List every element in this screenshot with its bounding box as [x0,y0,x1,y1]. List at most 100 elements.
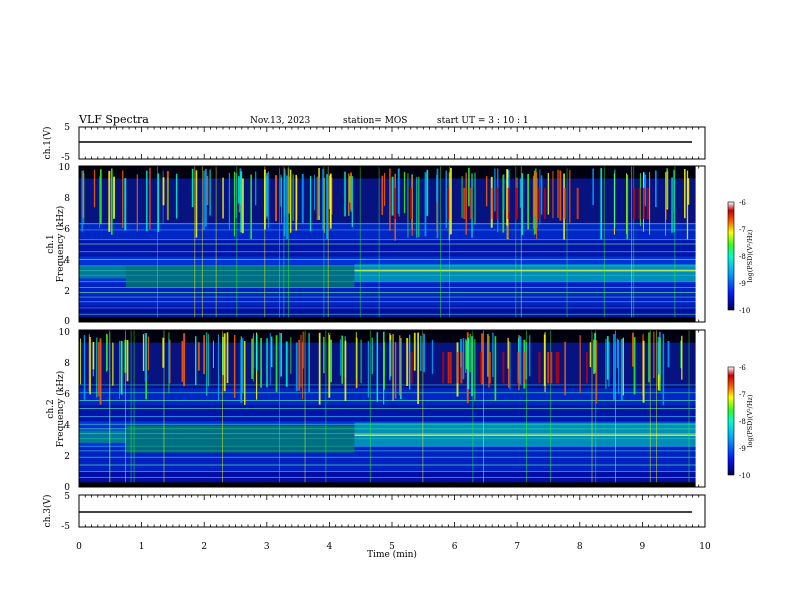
start-ut-label: start UT = 3 : 10 : 1 [437,116,529,126]
intense-spike [543,187,546,220]
ch2-cb-tick-8: -8 [739,418,746,426]
x-axis-label: Time (min) [367,549,417,560]
ch2-colorbar: -6 -7 -8 -9 -10 log(PSD)(V²/Hz) [727,364,754,480]
ch2-colorbar-scale [727,366,735,476]
x-tick-label-8: 8 [577,542,583,552]
intense-spike [394,187,397,220]
noise-band [79,283,705,307]
figure-title: VLF Spectra [78,113,149,126]
intense-spike [538,351,541,384]
noise-band [79,388,705,406]
hiss-band [125,265,355,288]
date-label: Nov.13, 2023 [250,116,311,126]
hiss-band [354,264,705,282]
ch2-cb-tick-9: -9 [739,445,746,453]
ch1-ytick-bottom: -5 [61,153,70,163]
x-tick-label-7: 7 [514,542,520,552]
intense-spike [507,187,510,220]
spectrogram-end-blank [695,166,705,322]
intense-spike [576,187,579,220]
intense-spike [463,187,466,220]
intense-spike [442,351,445,384]
ch2-spectrogram-image [79,330,705,487]
intense-spike [410,351,413,384]
x-tick-label-4: 4 [327,542,333,552]
ch2-cb-tick-6: -6 [739,364,746,372]
ch2-cb-tick-10: -10 [739,472,750,480]
ch2-ytick-4: 4 [64,421,70,431]
intense-spike [409,187,412,220]
ch2-spectrogram-ylabel: Frequency (kHz) [55,371,66,448]
x-tick-label-2: 2 [201,542,207,552]
hiss-band [125,425,355,453]
intense-spike [563,187,566,220]
ch1-cb-tick-9: -9 [739,280,746,288]
station-label: station= MOS [343,116,407,126]
upper-dark-band [79,330,705,343]
intense-spike [633,187,636,220]
ch1-cb-tick-10: -10 [739,307,750,315]
noise-band [79,306,705,319]
intense-spike [479,351,482,384]
panel-ticks [78,127,706,527]
x-tick-label-3: 3 [264,542,270,552]
intense-spike [496,187,499,220]
ch1-cb-tick-6: -6 [739,199,746,207]
intense-spike [491,187,494,220]
ch2-spectrogram-ylabel-ch: ch.2 [46,399,56,418]
intense-spike [502,351,505,384]
intense-spike [515,187,518,220]
intense-spike [642,187,645,220]
ch2-colorbar-label: log(PSD)(V²/Hz) [746,394,754,447]
ch1-ytick-8: 8 [64,194,70,204]
intense-spike [550,351,553,384]
noise-band [79,223,705,241]
ch2-ytick-10: 10 [59,328,71,338]
intense-spike [523,351,526,384]
ch1-spectrogram-ylabel-ch: ch.1 [46,234,56,253]
ch1-colorbar-scale [727,201,735,311]
intense-spike [557,351,560,384]
noise-band [79,405,705,422]
ch1-spectrogram-image [79,166,705,322]
intense-spike [517,351,520,384]
noise-band [79,240,705,257]
intense-spike [460,351,463,384]
ch1-ytick-10: 10 [59,163,71,173]
x-tick-label-1: 1 [139,542,145,552]
ch2-cb-tick-7: -7 [739,391,746,399]
spectrogram-end-blank [695,330,705,487]
ch1-spectrogram-ylabel: Frequency (kHz) [55,206,66,283]
intense-spike [470,187,473,220]
noise-band [79,447,705,472]
x-tick-label-0: 0 [76,542,82,552]
hiss-band [79,265,126,279]
intense-spike [448,351,451,384]
intense-spike [646,187,649,220]
ch1-ytick-4: 4 [64,256,70,266]
ch1-cb-tick-7: -7 [739,226,746,234]
intense-spike [555,351,558,384]
ch1-ylabel: ch.1(V) [42,127,53,160]
noise-band [79,342,705,389]
ch1-ytick-2: 2 [64,287,70,297]
intense-spike [547,351,550,384]
ch3-ytick-top: 5 [64,492,70,502]
ch3-ylabel: ch.3(V) [42,495,53,528]
ch2-ytick-0: 0 [64,483,70,493]
ch3-ytick-bottom: -5 [61,522,70,532]
intense-spike [447,187,450,220]
intense-spike [538,187,541,220]
intense-spike [488,351,491,384]
x-axis: 0 1 2 3 4 5 6 7 8 9 10 [76,542,711,552]
x-tick-label-5: 5 [389,542,395,552]
ch1-ytick-6: 6 [64,225,70,235]
ch2-ytick-6: 6 [64,390,70,400]
ch1-colorbar: -6 -7 -8 -9 -10 log(PSD)(V²/Hz) [727,199,754,315]
x-tick-label-10: 10 [699,542,711,552]
ch1-ytick-top: 5 [64,123,70,133]
intense-spike [456,351,459,384]
ch2-spectrogram-panel: 0 2 4 6 8 10 ch.2 Frequency (kHz) [46,328,706,493]
hiss-band [79,430,126,444]
